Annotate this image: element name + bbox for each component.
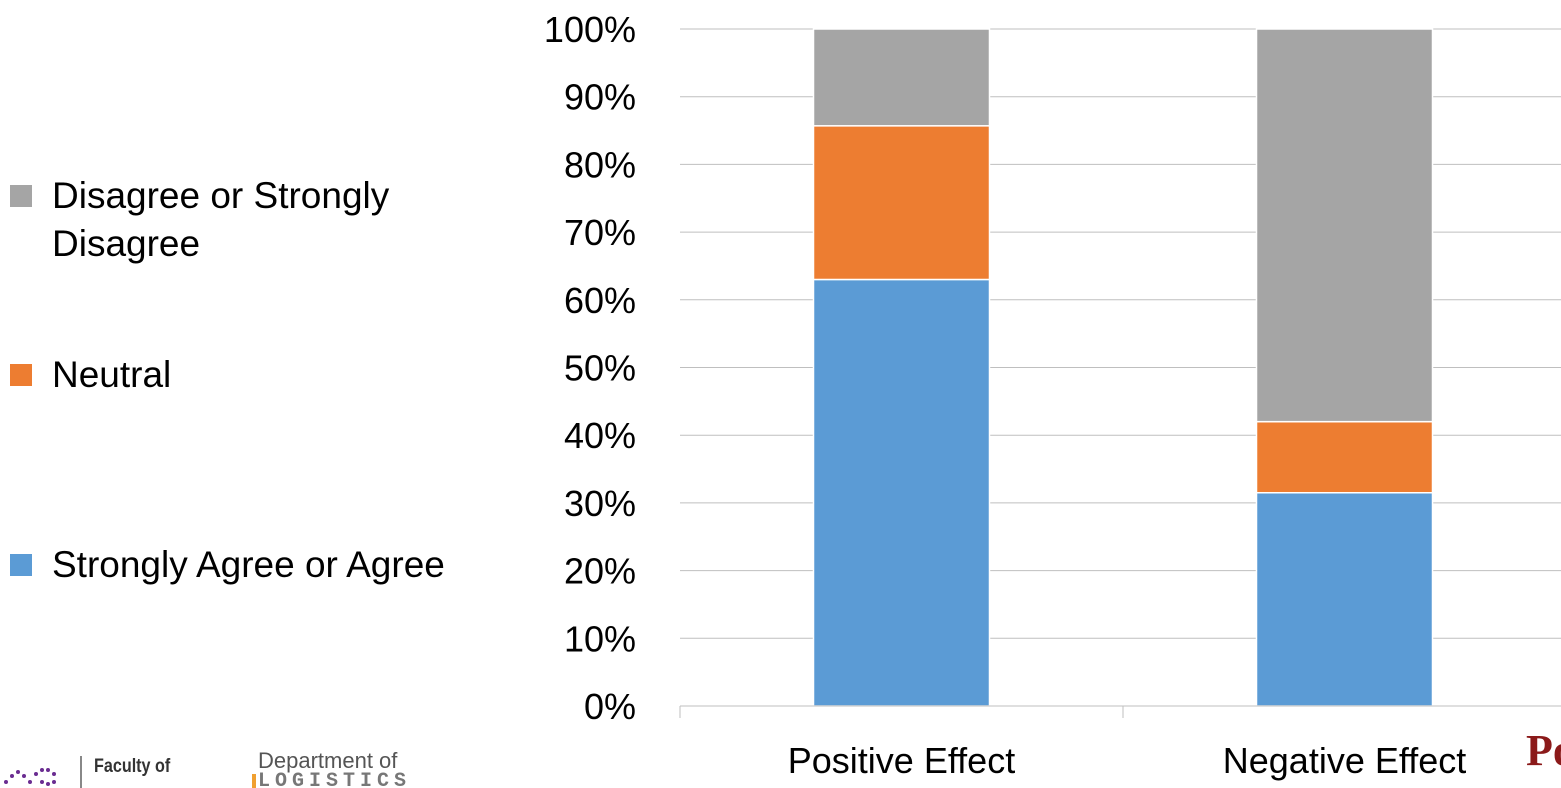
x-category-label: Positive Effect — [788, 740, 1015, 781]
footer-logos: Faculty of Department of LOGISTICS — [0, 748, 460, 788]
faculty-logo-icon — [4, 768, 56, 786]
y-tick-label: 30% — [564, 483, 636, 524]
faculty-text: Faculty of — [94, 756, 171, 777]
legend-swatch-agree — [10, 554, 32, 576]
corner-logo-text: Po — [1526, 726, 1561, 775]
bar-segment — [1255, 420, 1434, 494]
legend-label-disagree: Disagree or Strongly Disagree — [52, 175, 390, 264]
y-tick-label: 80% — [564, 144, 636, 185]
y-tick-label: 100% — [544, 9, 636, 50]
bars — [812, 28, 1434, 707]
legend-item-agree: Strongly Agree or Agree — [10, 541, 452, 589]
y-tick-label: 50% — [564, 348, 636, 389]
department-accent-bar — [252, 774, 256, 788]
y-tick-label: 60% — [564, 280, 636, 321]
x-axis — [679, 705, 1561, 718]
y-tick-label: 70% — [564, 212, 636, 253]
legend-label-neutral: Neutral — [52, 354, 172, 395]
y-tick-label: 90% — [564, 77, 636, 118]
bar-segment — [812, 278, 991, 707]
bar-segment — [1255, 491, 1434, 707]
bar-segment — [812, 28, 991, 127]
department-text: Department of — [258, 748, 398, 773]
y-tick-label: 10% — [564, 618, 636, 659]
department-logistics-text: LOGISTICS — [258, 770, 412, 788]
legend-swatch-disagree — [10, 185, 32, 207]
logo-separator — [80, 756, 82, 788]
y-tick-label: 0% — [584, 686, 636, 727]
legend-item-neutral: Neutral — [10, 351, 452, 399]
x-axis-category-labels: Positive Effect Negative Effect — [788, 740, 1466, 781]
y-tick-label: 40% — [564, 415, 636, 456]
x-category-label: Negative Effect — [1223, 740, 1466, 781]
legend-item-disagree: Disagree or Strongly Disagree — [10, 172, 452, 268]
bar-segment — [812, 125, 991, 281]
chart-legend: Disagree or Strongly Disagree Neutral St… — [10, 0, 480, 788]
legend-swatch-neutral — [10, 364, 32, 386]
bar-segment — [1255, 28, 1434, 423]
legend-label-agree: Strongly Agree or Agree — [52, 544, 445, 585]
y-axis-tick-labels: 0% 10% 20% 30% 40% 50% 60% 70% 80% 90% 100% — [544, 9, 636, 727]
y-tick-label: 20% — [564, 551, 636, 592]
